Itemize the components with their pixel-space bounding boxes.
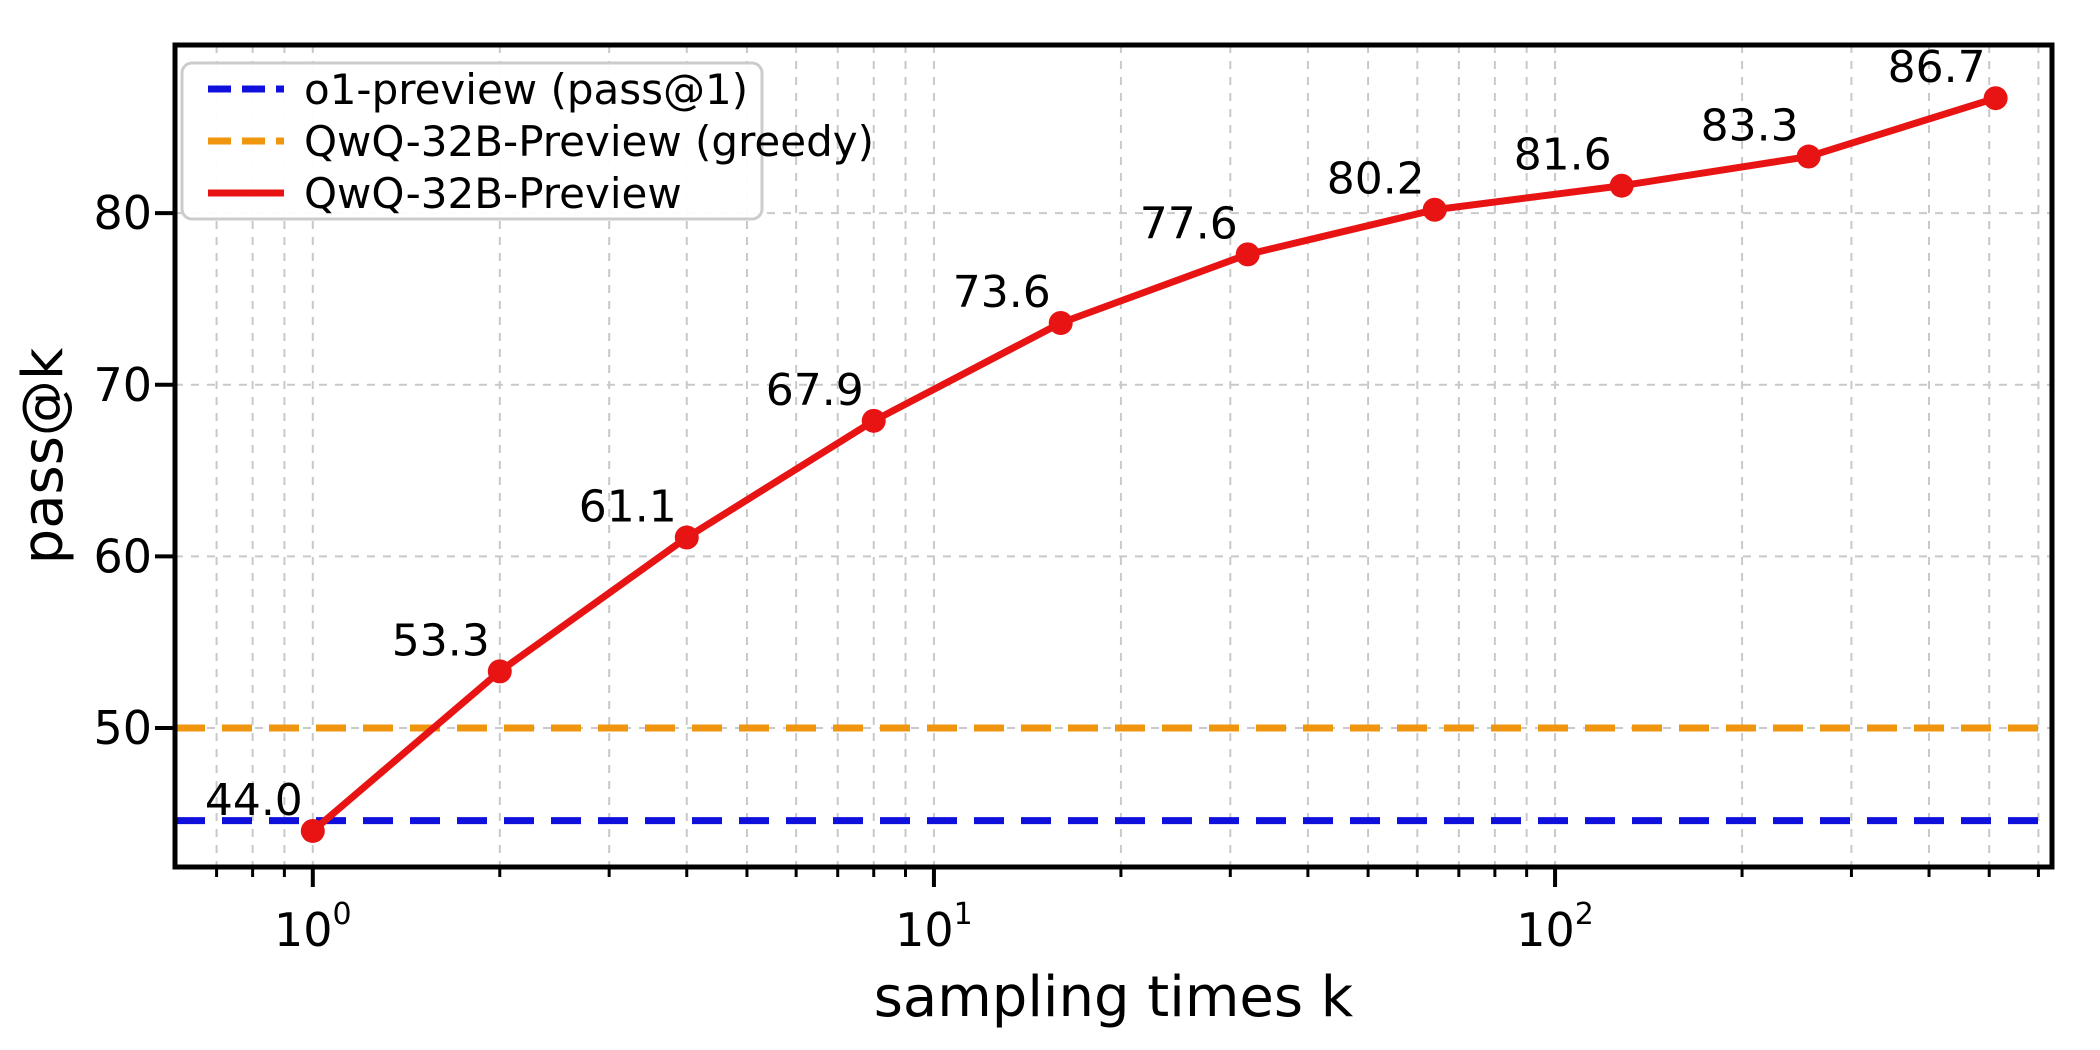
x-tick-label: 101 — [895, 897, 973, 957]
legend-label: QwQ-32B-Preview — [304, 169, 682, 218]
data-point — [1983, 86, 2008, 111]
y-axis-label: pass@k — [11, 347, 76, 564]
data-point-label: 44.0 — [205, 775, 303, 826]
data-point — [1609, 173, 1634, 198]
legend-label: o1-preview (pass@1) — [304, 65, 748, 114]
data-point-label: 77.6 — [1140, 198, 1238, 249]
data-point-label: 80.2 — [1327, 154, 1425, 205]
data-point-label: 61.1 — [579, 482, 677, 533]
legend-entry: QwQ-32B-Preview — [208, 169, 682, 218]
plot-border — [172, 42, 2055, 870]
tick-label-layer: 100 101 102 50 60 70 80 — [93, 186, 1593, 957]
point-label-layer: 44.0 53.3 61.1 67.9 73.6 77.6 80.2 81.6 83.3 86.7 — [205, 42, 1986, 826]
data-point — [487, 659, 512, 684]
data-point-label: 83.3 — [1701, 101, 1799, 152]
axes-layer — [155, 42, 2055, 887]
data-point-label: 86.7 — [1888, 42, 1986, 93]
data-point — [1422, 197, 1447, 222]
legend-entry: o1-preview (pass@1) — [208, 65, 748, 114]
x-axis-label: sampling times k — [874, 965, 1354, 1030]
data-point-label: 67.9 — [766, 365, 864, 416]
baselines-layer — [175, 724, 2052, 825]
x-tick-label: 102 — [1516, 897, 1594, 957]
legend-entry: QwQ-32B-Preview (greedy) — [208, 117, 874, 166]
y-tick-label: 70 — [93, 358, 152, 412]
data-point-label: 81.6 — [1514, 130, 1612, 181]
data-point — [674, 525, 699, 550]
legend-box — [180, 61, 764, 221]
y-tick-label: 80 — [93, 186, 152, 240]
legend-label: QwQ-32B-Preview (greedy) — [304, 117, 874, 166]
series-line-qwq-32b-preview — [309, 94, 2000, 835]
data-point — [1235, 242, 1260, 267]
data-point — [1796, 144, 1821, 169]
data-point-label: 73.6 — [953, 267, 1051, 318]
data-point — [1048, 311, 1073, 336]
data-point — [861, 408, 886, 433]
data-point-label: 53.3 — [392, 615, 490, 666]
series-layer — [300, 86, 2008, 843]
axis-label-layer: sampling times k pass@k — [11, 347, 1354, 1030]
y-tick-label: 50 — [93, 701, 152, 755]
y-tick-label: 60 — [93, 529, 152, 583]
x-tick-label: 100 — [274, 897, 352, 957]
data-point — [300, 818, 325, 843]
legend: o1-preview (pass@1)QwQ-32B-Preview (gree… — [180, 61, 874, 221]
